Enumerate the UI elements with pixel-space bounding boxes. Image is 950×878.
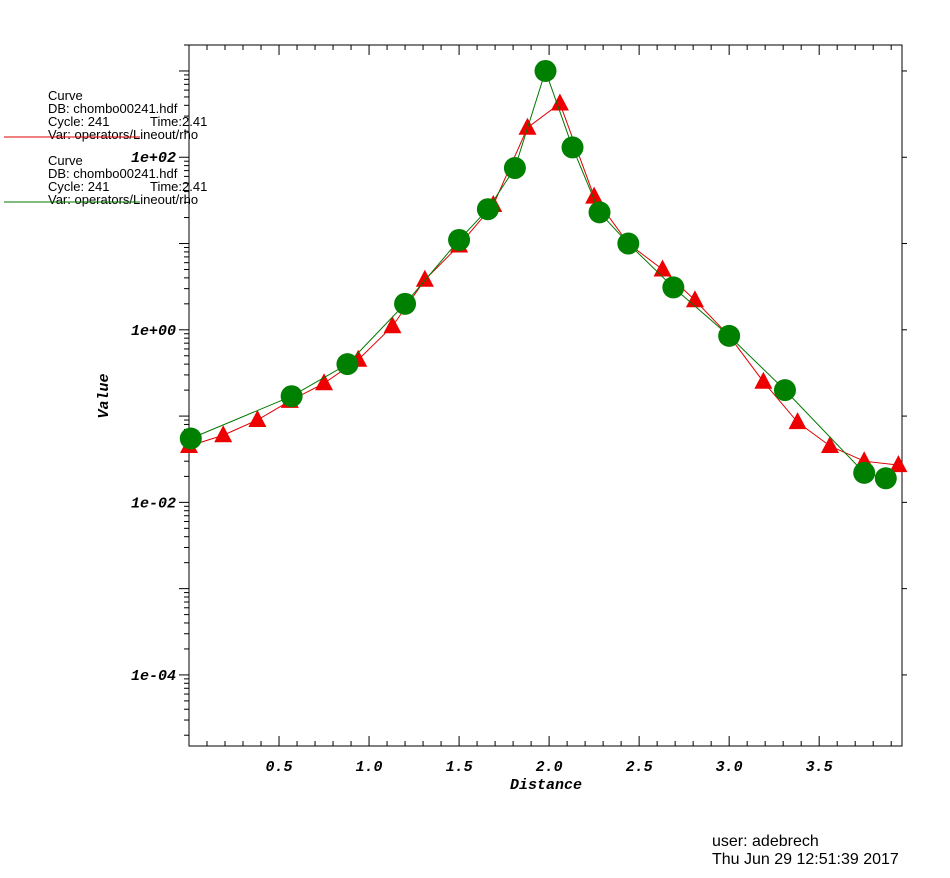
- series-2: [179, 59, 897, 490]
- triangle-marker: [214, 425, 233, 443]
- x-tick-label: 0.5: [266, 759, 293, 776]
- legend-time: Time:2.41: [150, 179, 207, 194]
- circle-marker: [503, 157, 526, 180]
- triangle-marker: [754, 371, 773, 389]
- triangle-marker: [820, 436, 839, 454]
- legend-var: Var: operators/Lineout/rho: [48, 192, 198, 207]
- series-line: [190, 69, 886, 479]
- y-tick-label: 1e-04: [131, 668, 176, 685]
- circle-marker: [588, 201, 611, 224]
- circle-marker: [448, 228, 471, 251]
- triangle-marker: [685, 290, 704, 308]
- series-line: [188, 102, 899, 466]
- circle-marker: [617, 232, 640, 255]
- circle-marker: [179, 427, 202, 450]
- triangle-marker: [315, 373, 334, 391]
- triangle-marker: [788, 412, 807, 430]
- circle-marker: [476, 198, 499, 221]
- triangle-marker: [889, 455, 908, 473]
- circle-marker: [394, 292, 417, 315]
- legend-cycle: Cycle: 241: [48, 179, 109, 194]
- circle-marker: [534, 59, 557, 82]
- x-tick-label: 2.0: [536, 759, 563, 776]
- x-axis-title: Distance: [510, 777, 582, 794]
- legend-db: DB: chombo00241.hdf: [48, 101, 178, 116]
- legend-var: Var: operators/Lineout/rho: [48, 127, 198, 142]
- footer-date: Thu Jun 29 12:51:39 2017: [712, 851, 899, 868]
- legend-cycle: Cycle: 241: [48, 114, 109, 129]
- circle-marker: [853, 461, 876, 484]
- footer-user: user: adebrech: [712, 833, 819, 850]
- plot-frame: [188, 44, 903, 747]
- legend-db: DB: chombo00241.hdf: [48, 166, 178, 181]
- x-tick-label: 3.5: [806, 759, 833, 776]
- triangle-marker: [248, 410, 267, 428]
- legend-curve-label: Curve: [48, 88, 83, 103]
- y-axis-title: Value: [96, 373, 113, 418]
- circle-marker: [874, 467, 897, 490]
- series-1: [180, 93, 908, 473]
- circle-marker: [561, 136, 584, 159]
- circle-marker: [662, 276, 685, 299]
- circle-marker: [773, 379, 796, 402]
- circle-marker: [336, 353, 359, 376]
- triangle-marker: [383, 316, 402, 334]
- x-tick-label: 3.0: [716, 759, 743, 776]
- circle-marker: [718, 324, 741, 347]
- x-tick-label: 2.5: [626, 759, 653, 776]
- y-tick-label: 1e+02: [131, 150, 176, 167]
- x-tick-label: 1.0: [356, 759, 383, 776]
- y-tick-label: 1e-02: [131, 495, 176, 512]
- triangle-marker: [550, 93, 569, 111]
- y-tick-label: 1e+00: [131, 323, 176, 340]
- triangle-marker: [415, 269, 434, 287]
- triangle-marker: [585, 186, 604, 204]
- legend-time: Time:2.41: [150, 114, 207, 129]
- circle-marker: [280, 385, 303, 408]
- legend-curve-label: Curve: [48, 153, 83, 168]
- triangle-marker: [518, 117, 537, 135]
- triangle-marker: [653, 259, 672, 277]
- x-tick-label: 1.5: [446, 759, 473, 776]
